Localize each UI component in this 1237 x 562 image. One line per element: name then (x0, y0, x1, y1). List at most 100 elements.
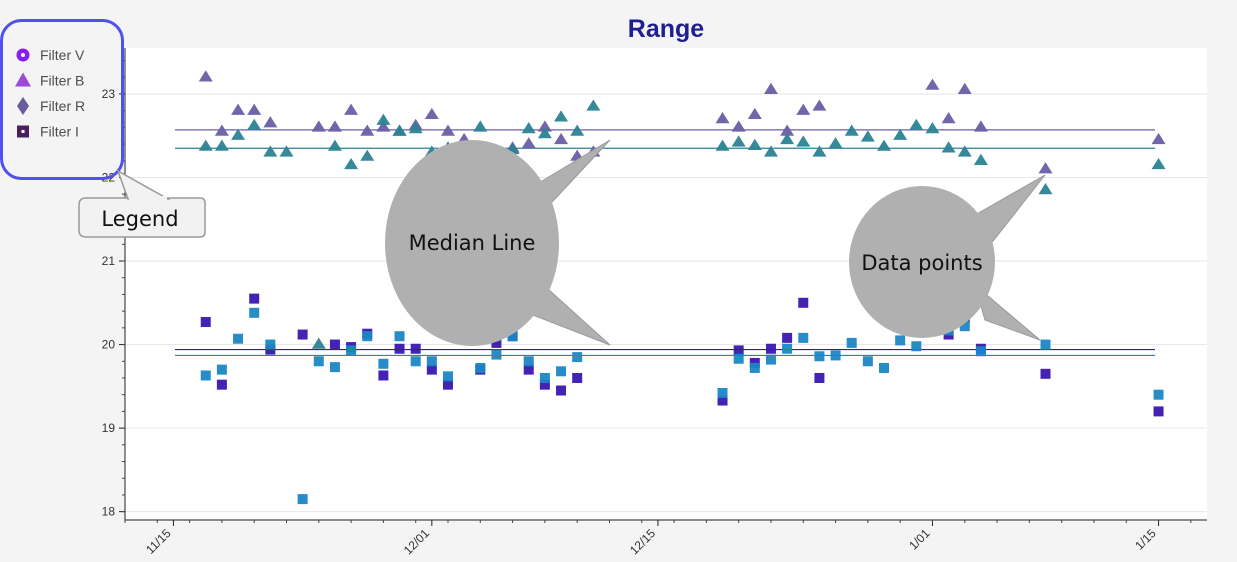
data-point-square (749, 357, 760, 368)
data-point-triangle (957, 82, 972, 94)
data-point-square (911, 341, 922, 352)
data-point-square (346, 345, 357, 356)
axes (124, 48, 1207, 521)
data-point-triangle (570, 124, 585, 136)
data-point-square (200, 317, 211, 328)
data-point-square (216, 364, 227, 375)
data-point-triangle (715, 112, 730, 124)
data-point-triangle (860, 130, 875, 142)
data-point-square (765, 343, 776, 354)
data-point-square (265, 339, 276, 350)
data-point-square (265, 344, 276, 355)
data-point-square (556, 385, 567, 396)
data-point-square (378, 370, 389, 381)
data-point-triangle (796, 135, 811, 147)
data-point-triangle (247, 103, 262, 115)
chart-title: Range (628, 15, 705, 43)
y-tick-label: 18 (102, 505, 116, 519)
y-tick-label: 19 (102, 421, 116, 435)
data-point-triangle (780, 124, 795, 136)
data-point-square (442, 379, 453, 390)
x-tick-label: 11/15 (143, 526, 174, 557)
data-point-triangle (360, 149, 375, 161)
gridlines (125, 93, 1207, 513)
data-point-triangle (877, 139, 892, 151)
data-point-square (410, 343, 421, 354)
data-point-square (814, 372, 825, 383)
data-point-triangle (747, 107, 762, 120)
data-point-triangle (231, 103, 246, 115)
data-points-callout-text: Data points (861, 251, 982, 275)
data-point-square (475, 362, 486, 373)
data-point-triangle (198, 70, 213, 82)
legend-callout: Legend (78, 169, 206, 238)
data-point-triangle (925, 78, 940, 90)
data-point-triangle (586, 99, 601, 111)
data-point-square (523, 364, 534, 375)
data-point-triangle (554, 132, 569, 145)
data-point-triangle (344, 157, 359, 170)
data-point-triangle (941, 141, 956, 153)
legend-label: Filter R (40, 98, 85, 114)
data-point-triangle (780, 132, 795, 145)
data-point-triangle (247, 118, 262, 130)
data-point-triangle (408, 122, 423, 134)
data-point-triangle (1038, 162, 1053, 174)
legend-label: Filter V (40, 47, 85, 63)
data-point-square (442, 371, 453, 382)
data-point-square (1040, 339, 1051, 350)
data-points-callout: Data points (849, 174, 1046, 341)
data-point-square (249, 307, 260, 318)
data-point-square (862, 356, 873, 367)
data-point-square (959, 321, 970, 332)
data-point-triangle (214, 139, 229, 151)
data-point-square (733, 345, 744, 356)
data-point-square (572, 352, 583, 363)
data-point-triangle (231, 128, 246, 140)
data-point-triangle (424, 107, 439, 120)
data-point-triangle (1151, 132, 1166, 145)
x-tick-label: 12/01 (401, 526, 432, 557)
data-point-square (410, 356, 421, 367)
data-point-square (313, 356, 324, 367)
data-point-triangle (828, 137, 843, 149)
data-point-square (426, 364, 437, 375)
x-tick-label: 12/15 (627, 526, 658, 557)
data-point-square (717, 395, 728, 406)
data-point-square (523, 356, 534, 367)
data-point-square (200, 370, 211, 381)
data-point-square (765, 354, 776, 365)
data-point-square (297, 329, 308, 340)
data-point-triangle (521, 137, 536, 149)
data-point-triangle (731, 135, 746, 147)
median-line-callout-text: Median Line (409, 231, 536, 255)
y-tick-label: 20 (102, 338, 116, 352)
data-point-triangle (279, 145, 294, 157)
data-point-triangle (311, 120, 326, 132)
data-point-square (426, 356, 437, 367)
data-point-square (717, 388, 728, 399)
x-tick-label: 1/15 (1132, 526, 1159, 553)
data-point-triangle (440, 124, 455, 136)
data-point-triangle (747, 138, 762, 150)
data-point-triangle (311, 337, 326, 349)
data-point-square (572, 372, 583, 383)
data-point-square (329, 362, 340, 373)
data-point-triangle (263, 116, 278, 128)
data-point-triangle (537, 120, 552, 132)
data-point-square (233, 333, 244, 344)
data-point-square (378, 358, 389, 369)
median-line-callout-bubble (385, 140, 559, 346)
data-point-triangle (214, 124, 229, 136)
x-ticks: 11/15 12/01 12/15 1/01 1/15 (124, 520, 1192, 557)
data-point-square (782, 343, 793, 354)
data-point-square (507, 331, 518, 342)
legend-diamond-icon (17, 97, 29, 115)
x-tick-label: 1/01 (906, 526, 933, 553)
data-point-square (249, 293, 260, 304)
data-point-triangle (731, 120, 746, 132)
data-points-callout-bubble (849, 186, 995, 338)
data-point-triangle (812, 145, 827, 157)
data-point-triangle (473, 120, 488, 132)
data-point-square (1153, 389, 1164, 400)
